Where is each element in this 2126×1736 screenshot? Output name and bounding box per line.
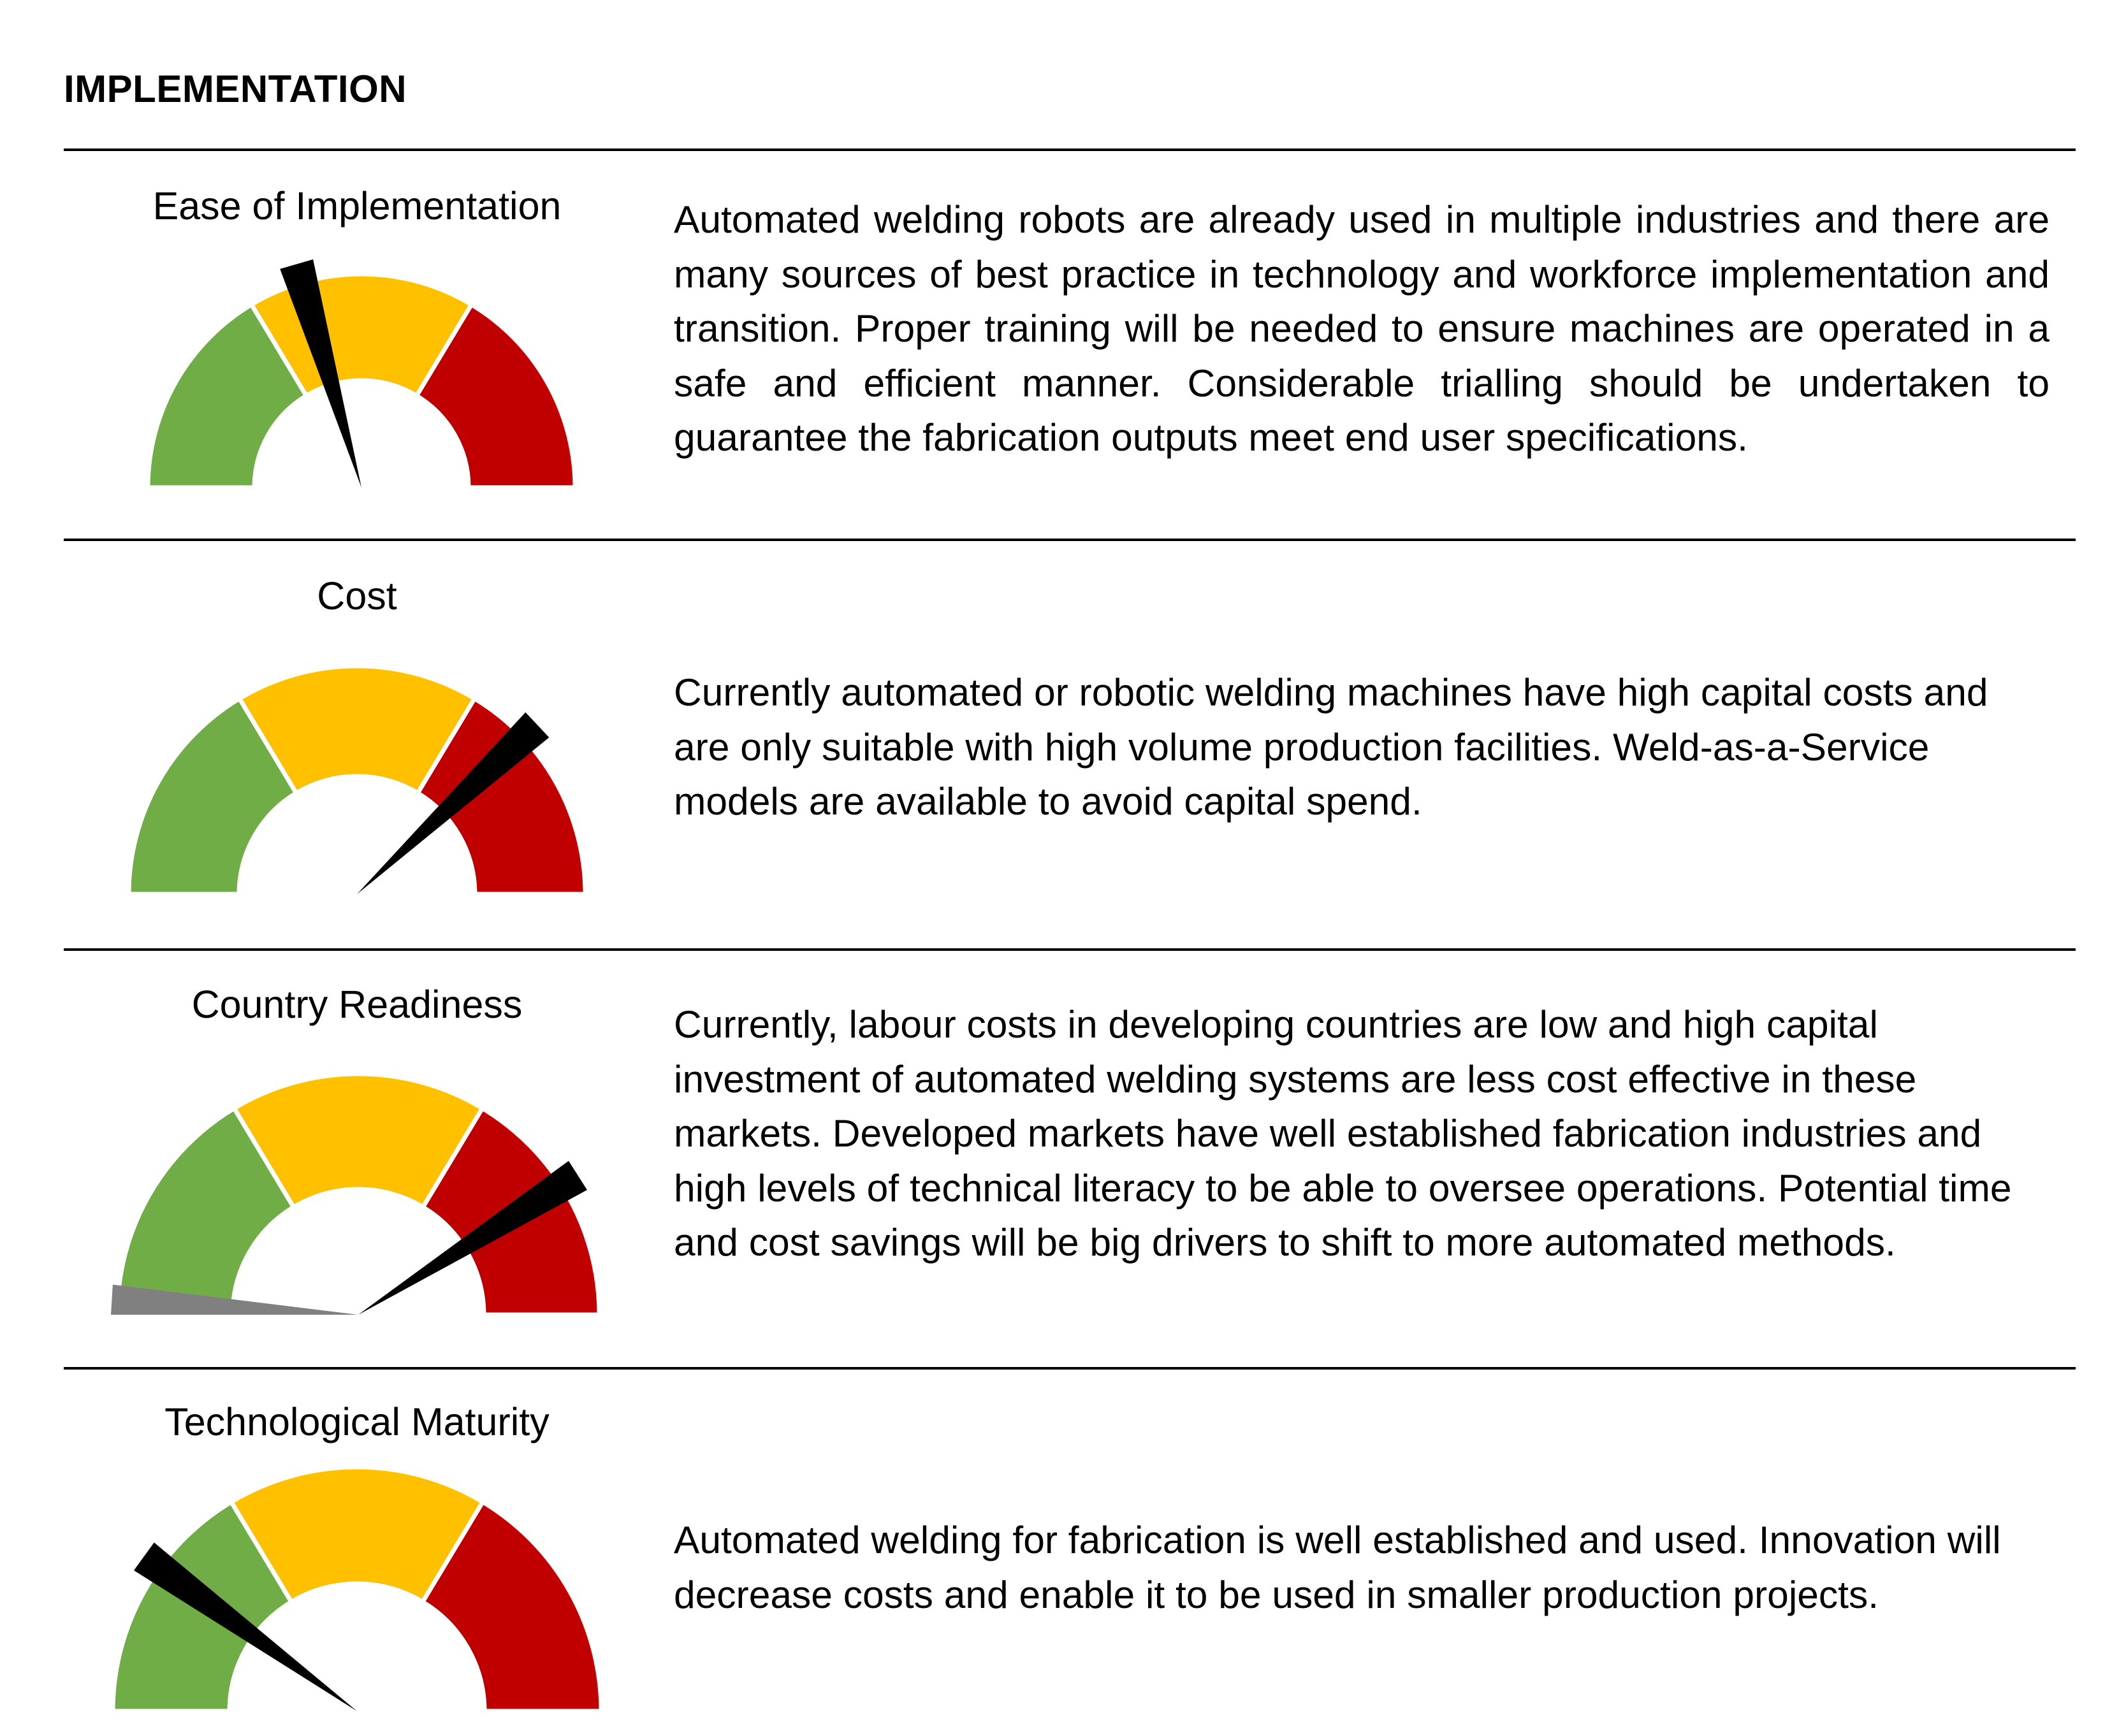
gauge-segment-green — [115, 1105, 297, 1317]
ease-of-implementation-gauge — [145, 259, 578, 490]
country-readiness-description: Currently, labour costs in developing co… — [674, 1002, 2012, 1264]
divider — [64, 1367, 2076, 1370]
gauge-needle — [134, 1542, 357, 1711]
gauge-title-country-readiness: Country Readiness — [191, 983, 523, 1026]
gauge-needle — [280, 259, 361, 488]
gauge-marker-grey — [111, 1284, 358, 1315]
cost-gauge — [126, 663, 588, 897]
gauge-segment-green — [126, 695, 300, 897]
gauge-segment-amber — [228, 1465, 486, 1605]
gauge-segment-amber — [231, 1071, 486, 1210]
technological-maturity-gauge — [110, 1465, 604, 1714]
gauge-segment-red — [419, 1498, 604, 1714]
divider — [64, 148, 2076, 151]
ease-description: Automated welding robots are already use… — [674, 198, 2050, 459]
gauge-segment-red — [413, 301, 578, 490]
cost-description: Currently automated or robotic welding m… — [674, 670, 1988, 823]
gauge-segment-green — [145, 301, 310, 490]
gauge-title-ease: Ease of Implementation — [152, 184, 562, 228]
gauge-needle — [358, 1161, 587, 1315]
gauge-title-cost: Cost — [317, 574, 397, 618]
country-readiness-gauge — [111, 1071, 602, 1317]
technological-maturity-description: Automated welding for fabrication is wel… — [674, 1518, 2001, 1616]
gauge-segment-amber — [236, 663, 478, 797]
divider — [64, 539, 2076, 541]
gauge-needle — [357, 712, 550, 894]
divider — [64, 948, 2076, 951]
section-heading: IMPLEMENTATION — [64, 68, 407, 110]
gauge-title-technological-maturity: Technological Maturity — [164, 1400, 550, 1443]
